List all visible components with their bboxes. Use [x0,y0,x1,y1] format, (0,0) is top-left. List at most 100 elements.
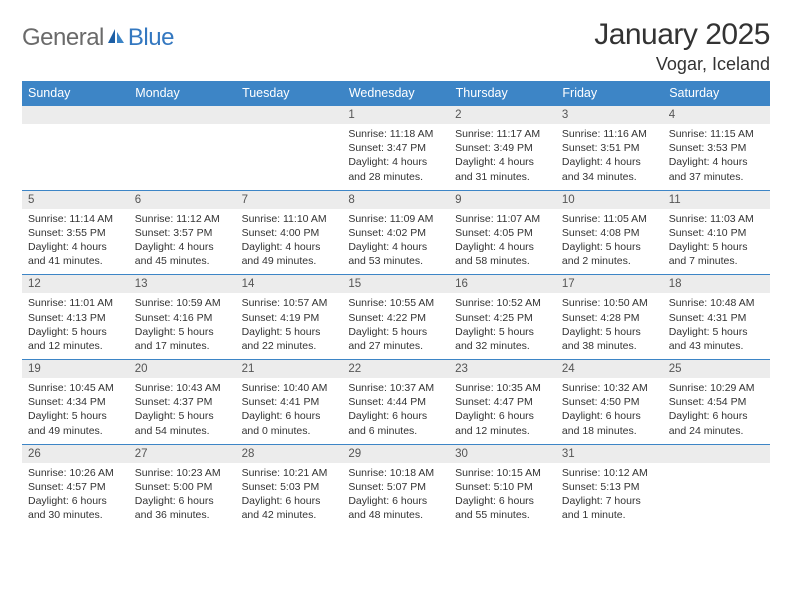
day-info-line: and 24 minutes. [669,424,764,438]
day-number-row: 19202122232425 [22,360,770,379]
day-number: 30 [449,444,556,463]
day-cell: Sunrise: 10:32 AMSunset: 4:50 PMDaylight… [556,378,663,444]
day-info-line: Daylight: 5 hours [135,325,230,339]
day-info-line: Sunset: 3:47 PM [348,141,443,155]
day-number: 5 [22,190,129,209]
title-block: January 2025 Vogar, Iceland [594,18,770,75]
day-info-line: Sunrise: 10:12 AM [562,466,657,480]
day-info-line: Sunset: 4:16 PM [135,311,230,325]
page-title: January 2025 [594,18,770,52]
day-cell: Sunrise: 10:45 AMSunset: 4:34 PMDaylight… [22,378,129,444]
day-cell: Sunrise: 10:55 AMSunset: 4:22 PMDaylight… [342,293,449,359]
day-info-line: and 27 minutes. [348,339,443,353]
day-info-line: Sunrise: 11:15 AM [669,127,764,141]
day-info-line: Daylight: 4 hours [348,240,443,254]
day-info-line: Daylight: 4 hours [455,240,550,254]
day-info-line: and 37 minutes. [669,170,764,184]
day-info-line: and 42 minutes. [242,508,337,522]
day-number: 4 [663,106,770,125]
day-info-line: and 38 minutes. [562,339,657,353]
day-info-line: Sunset: 5:07 PM [348,480,443,494]
day-number-row: 12131415161718 [22,275,770,294]
day-info-line: Daylight: 6 hours [242,409,337,423]
day-cell: Sunrise: 10:57 AMSunset: 4:19 PMDaylight… [236,293,343,359]
day-info-line: Sunset: 4:10 PM [669,226,764,240]
day-info-line: Sunset: 3:55 PM [28,226,123,240]
day-info-line: Daylight: 5 hours [669,325,764,339]
day-info-line: and 58 minutes. [455,254,550,268]
day-info-line: and 43 minutes. [669,339,764,353]
day-cell: Sunrise: 10:18 AMSunset: 5:07 PMDaylight… [342,463,449,529]
day-number: 3 [556,106,663,125]
day-info-line: Sunrise: 11:09 AM [348,212,443,226]
day-info-line: Sunset: 5:13 PM [562,480,657,494]
day-content-row: Sunrise: 11:18 AMSunset: 3:47 PMDaylight… [22,124,770,190]
day-cell: Sunrise: 11:09 AMSunset: 4:02 PMDaylight… [342,209,449,275]
day-info-line: Sunset: 3:57 PM [135,226,230,240]
day-cell: Sunrise: 11:15 AMSunset: 3:53 PMDaylight… [663,124,770,190]
day-cell: Sunrise: 10:52 AMSunset: 4:25 PMDaylight… [449,293,556,359]
day-cell: Sunrise: 11:18 AMSunset: 3:47 PMDaylight… [342,124,449,190]
day-info-line: and 49 minutes. [242,254,337,268]
day-cell: Sunrise: 10:40 AMSunset: 4:41 PMDaylight… [236,378,343,444]
day-info-line: and 45 minutes. [135,254,230,268]
day-number: 31 [556,444,663,463]
day-info-line: and 55 minutes. [455,508,550,522]
day-cell: Sunrise: 10:43 AMSunset: 4:37 PMDaylight… [129,378,236,444]
day-info-line: and 2 minutes. [562,254,657,268]
day-info-line: Sunrise: 11:14 AM [28,212,123,226]
day-number: 25 [663,360,770,379]
day-number: 18 [663,275,770,294]
day-cell [236,124,343,190]
day-number: 27 [129,444,236,463]
day-info-line: Sunset: 5:00 PM [135,480,230,494]
day-info-line: Sunset: 3:53 PM [669,141,764,155]
day-cell: Sunrise: 11:03 AMSunset: 4:10 PMDaylight… [663,209,770,275]
day-info-line: Sunrise: 10:52 AM [455,296,550,310]
day-info-line: Sunrise: 10:21 AM [242,466,337,480]
weekday-header: Friday [556,81,663,106]
day-info-line: and 12 minutes. [455,424,550,438]
brand-word-2: Blue [128,24,174,52]
day-info-line: Sunset: 4:37 PM [135,395,230,409]
day-number: 20 [129,360,236,379]
day-info-line: and 12 minutes. [28,339,123,353]
day-info-line: and 54 minutes. [135,424,230,438]
day-info-line: Sunrise: 10:40 AM [242,381,337,395]
day-info-line: and 53 minutes. [348,254,443,268]
day-info-line: Daylight: 6 hours [669,409,764,423]
day-info-line: Daylight: 6 hours [562,409,657,423]
day-info-line: Sunrise: 11:10 AM [242,212,337,226]
day-info-line: Sunrise: 10:32 AM [562,381,657,395]
day-info-line: Sunrise: 10:35 AM [455,381,550,395]
weekday-header: Tuesday [236,81,343,106]
day-cell [129,124,236,190]
day-info-line: Daylight: 6 hours [348,494,443,508]
day-cell: Sunrise: 11:12 AMSunset: 3:57 PMDaylight… [129,209,236,275]
day-content-row: Sunrise: 11:01 AMSunset: 4:13 PMDaylight… [22,293,770,359]
day-info-line: Daylight: 5 hours [348,325,443,339]
day-number: 9 [449,190,556,209]
day-number [129,106,236,125]
day-info-line: Daylight: 5 hours [28,325,123,339]
day-info-line: Daylight: 6 hours [242,494,337,508]
day-info-line: Daylight: 4 hours [135,240,230,254]
weekday-header: Monday [129,81,236,106]
day-info-line: Sunrise: 10:23 AM [135,466,230,480]
day-number: 22 [342,360,449,379]
weekday-header: Thursday [449,81,556,106]
weekday-header-row: Sunday Monday Tuesday Wednesday Thursday… [22,81,770,106]
day-content-row: Sunrise: 11:14 AMSunset: 3:55 PM Daylight… [22,209,770,275]
day-number: 14 [236,275,343,294]
day-info-line: Sunset: 4:25 PM [455,311,550,325]
day-info-line: and 31 minutes. [455,170,550,184]
day-info-line: Sunrise: 11:01 AM [28,296,123,310]
day-info-line: Daylight: 5 hours [242,325,337,339]
day-number: 6 [129,190,236,209]
day-info-line: and 17 minutes. [135,339,230,353]
day-number: 12 [22,275,129,294]
day-info-line: and 6 minutes. [348,424,443,438]
day-info-line: Daylight: 5 hours [669,240,764,254]
day-info-line: and 34 minutes. [562,170,657,184]
brand-word-1: General [22,24,104,52]
